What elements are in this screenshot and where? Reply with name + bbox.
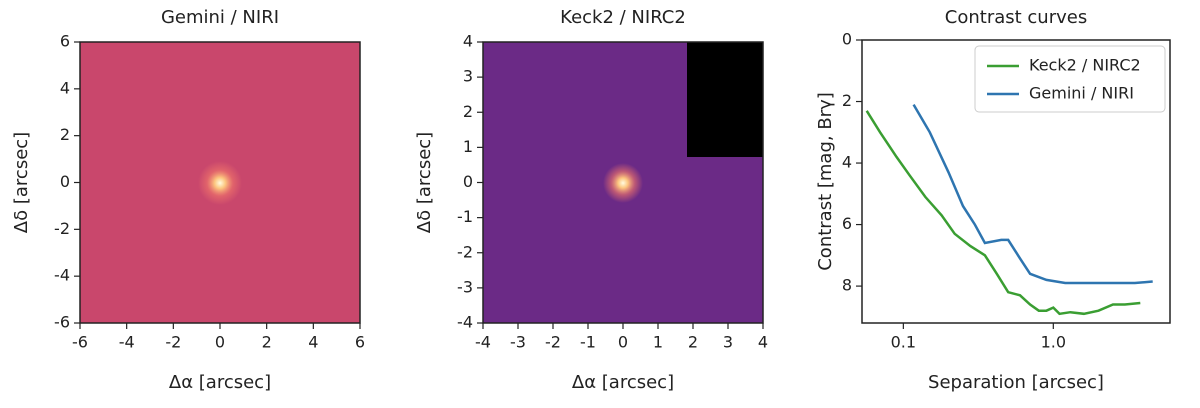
y-tick-label: 4 xyxy=(842,153,852,172)
x-tick-label: 3 xyxy=(723,333,733,352)
y-tick-label: 0 xyxy=(463,172,473,191)
image-niri xyxy=(80,42,360,323)
x-tick-label: -2 xyxy=(165,333,181,352)
series-line xyxy=(865,110,1141,316)
y-tick-label: 0 xyxy=(842,30,852,49)
chart-title: Contrast curves xyxy=(945,7,1087,28)
x-tick-label: -4 xyxy=(119,333,135,352)
plot-frame xyxy=(79,41,361,324)
x-tick-label: 2 xyxy=(688,333,698,352)
y-tick-label: -4 xyxy=(457,313,473,332)
y-tick-label: 4 xyxy=(60,78,70,97)
x-tick-label: 0 xyxy=(618,333,628,352)
x-axis-label: Δα [arcsec] xyxy=(572,372,674,393)
y-tick-label: 8 xyxy=(842,276,852,295)
y-tick-label: 6 xyxy=(60,32,70,51)
x-tick-label: -2 xyxy=(545,333,561,352)
series-line xyxy=(912,103,1153,285)
y-tick-label: 3 xyxy=(463,67,473,86)
chart-title: Keck2 / NIRC2 xyxy=(560,7,686,28)
plot-frame xyxy=(861,39,1171,324)
legend-label: Gemini / NIRI xyxy=(1029,84,1134,103)
y-tick-label: -4 xyxy=(54,266,70,285)
x-tick-label: -1 xyxy=(580,333,596,352)
y-tick-label: 1 xyxy=(463,137,473,156)
x-tick-label: 4 xyxy=(758,333,768,352)
x-tick-label: 1 xyxy=(653,333,663,352)
y-tick-label: 4 xyxy=(463,32,473,51)
x-tick-label: -3 xyxy=(510,333,526,352)
x-tick-label: 1.0 xyxy=(1041,333,1066,352)
x-tick-label: 0 xyxy=(215,333,225,352)
x-tick-label: 4 xyxy=(308,333,318,352)
y-tick-label: 0 xyxy=(60,172,70,191)
x-axis-label: Separation [arcsec] xyxy=(928,372,1104,393)
x-axis-label: Δα [arcsec] xyxy=(169,372,271,393)
x-tick-label: -6 xyxy=(72,333,88,352)
y-tick-label: -2 xyxy=(54,219,70,238)
y-tick-label: 2 xyxy=(463,102,473,121)
y-axis-label: Contrast [mag, Brγ] xyxy=(815,92,836,271)
x-tick-label: -4 xyxy=(475,333,491,352)
y-tick-label: -3 xyxy=(457,277,473,296)
y-axis-label: Δδ [arcsec] xyxy=(11,132,32,233)
legend-label: Keck2 / NIRC2 xyxy=(1029,56,1141,75)
y-axis-label: Δδ [arcsec] xyxy=(414,132,435,233)
y-tick-label: -1 xyxy=(457,207,473,226)
y-tick-label: 2 xyxy=(60,125,70,144)
y-tick-label: -2 xyxy=(457,242,473,261)
chart-title: Gemini / NIRI xyxy=(161,7,279,28)
x-tick-label: 0.1 xyxy=(891,333,916,352)
y-tick-label: 6 xyxy=(842,214,852,233)
legend-box xyxy=(974,45,1166,113)
x-tick-label: 2 xyxy=(262,333,272,352)
y-tick-label: 2 xyxy=(842,91,852,110)
plot-frame xyxy=(482,41,764,324)
image-nirc2 xyxy=(483,42,763,323)
y-tick-label: -6 xyxy=(54,313,70,332)
x-tick-label: 6 xyxy=(355,333,365,352)
